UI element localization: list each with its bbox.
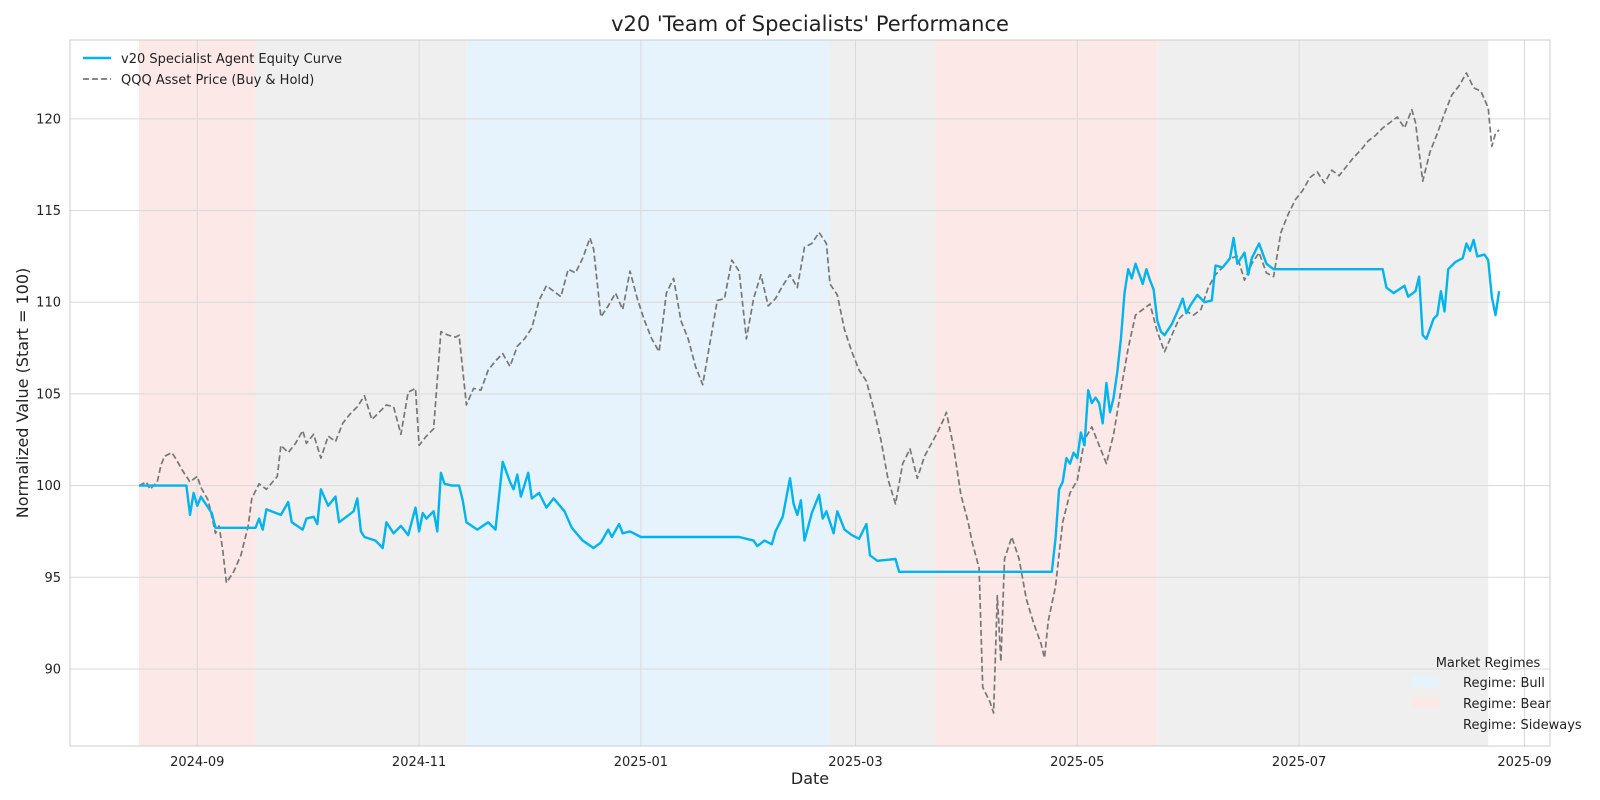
regime-band-sideways [255,40,467,746]
y-tick-label: 115 [36,204,61,219]
qqq-price-line [138,72,1500,714]
x-tick-label: 2024-09 [170,755,224,770]
regime-swatch-bull [1411,676,1439,687]
regime-label-sideways: Regime: Sideways [1463,718,1582,733]
y-tick-label: 120 [36,112,61,127]
equity-curve-line [139,236,1501,573]
series-legend: v20 Specialist Agent Equity Curve QQQ As… [83,52,342,88]
x-tick-label: 2025-05 [1050,755,1104,770]
y-tick-label: 110 [36,296,61,311]
y-tick-label: 95 [44,571,61,586]
y-tick-label: 100 [36,479,61,494]
x-axis-label: Date [791,769,829,788]
x-tick-label: 2025-01 [614,755,668,770]
y-tick-label: 90 [44,662,61,677]
regime-legend-title: Market Regimes [1436,656,1541,671]
x-tick-label: 2025-07 [1272,755,1326,770]
y-tick-label: 105 [36,387,61,402]
regime-band-bear [935,40,1158,746]
plot-frame [69,39,1551,747]
regime-swatch-sideways [1411,718,1439,729]
x-tick-label: 2024-11 [392,755,446,770]
regime-swatch-bear [1411,697,1439,708]
y-axis-label: Normalized Value (Start = 100) [13,268,32,519]
regime-band-sideways [1157,40,1489,746]
x-tick-label: 2025-03 [828,755,882,770]
regime-band-bull [466,40,830,746]
regime-label-bear: Regime: Bear [1463,697,1551,712]
grid-lines [70,40,1550,746]
legend-label-equity: v20 Specialist Agent Equity Curve [121,52,342,67]
series-lines [138,72,1501,714]
y-tick-labels: 90 95 100 105 110 115 120 [36,112,61,677]
regime-label-bull: Regime: Bull [1463,676,1545,691]
x-tick-label: 2025-09 [1497,755,1551,770]
legend-label-qqq: QQQ Asset Price (Buy & Hold) [121,73,314,88]
regime-bands [139,40,1489,746]
x-tick-labels: 2024-09 2024-11 2025-01 2025-03 2025-05 2025-… [170,755,1552,770]
regime-legend: Market Regimes Regime: Bull Regime: Bear… [1411,656,1582,733]
chart-title: v20 'Team of Specialists' Performance [611,12,1009,36]
regime-band-sideways [830,40,936,746]
